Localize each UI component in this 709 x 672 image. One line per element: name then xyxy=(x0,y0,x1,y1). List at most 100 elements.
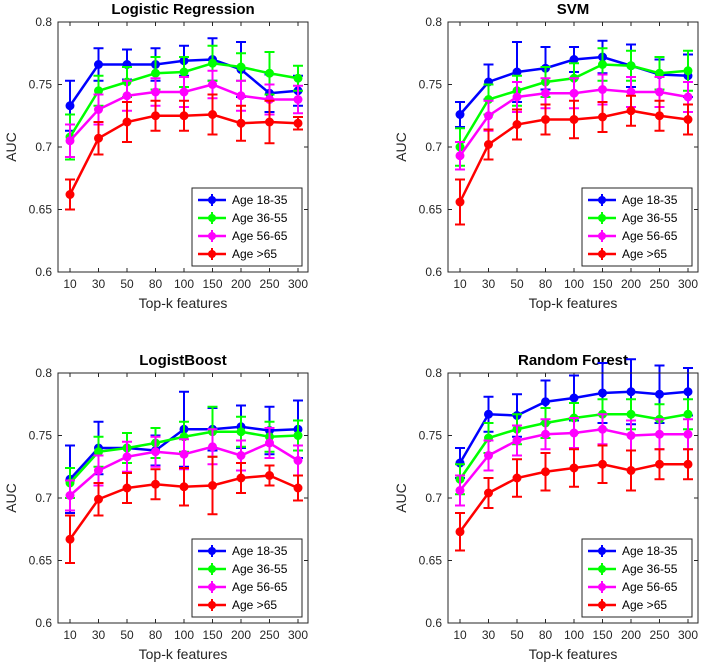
series-4 xyxy=(65,93,303,211)
y-tick-label: 0.65 xyxy=(29,554,53,568)
data-point xyxy=(151,447,160,457)
x-tick-label: 30 xyxy=(92,628,106,642)
data-point xyxy=(626,106,636,116)
legend-swatch-marker xyxy=(208,196,216,204)
data-point xyxy=(598,388,607,398)
data-point xyxy=(65,491,75,500)
axes-box xyxy=(447,21,699,273)
legend-entry: Age 18-35 xyxy=(232,544,288,558)
data-point xyxy=(683,429,693,439)
data-point xyxy=(655,111,664,121)
data-point xyxy=(65,101,75,111)
data-point xyxy=(122,483,132,493)
data-point xyxy=(236,473,246,483)
x-tick-label: 80 xyxy=(149,277,163,291)
data-point xyxy=(598,85,607,94)
data-point xyxy=(541,429,550,439)
data-point xyxy=(265,68,274,78)
legend: Age 18-35 Age 36-55 Age 56-65 Age >65 xyxy=(581,187,693,267)
x-tick-label: 150 xyxy=(202,277,222,291)
data-point xyxy=(122,117,132,127)
x-tick-label: 80 xyxy=(149,628,163,642)
x-tick-label: 50 xyxy=(120,277,134,291)
data-point xyxy=(626,431,636,440)
x-tick-label: 250 xyxy=(649,628,669,642)
chart-title: Logistic Regression xyxy=(111,1,254,18)
data-point xyxy=(293,118,303,128)
x-tick-label: 300 xyxy=(678,628,698,642)
x-tick-label: 150 xyxy=(202,628,222,642)
legend-swatch-marker xyxy=(208,250,216,258)
x-tick-label: 250 xyxy=(259,628,279,642)
chart-panel-1: Logistic Regression 0.6 0.65 0.7 0.75 0.8 10 30… xyxy=(3,1,309,311)
x-tick-label: 50 xyxy=(510,628,524,642)
y-tick-label: 0.65 xyxy=(419,554,443,568)
y-tick-label: 0.7 xyxy=(35,140,52,154)
series-3 xyxy=(455,73,693,171)
legend-swatch-marker xyxy=(598,250,606,258)
x-tick-label: 50 xyxy=(120,628,134,642)
legend-entry: Age 36-55 xyxy=(622,562,678,576)
data-point xyxy=(94,105,103,114)
data-point xyxy=(94,133,103,143)
data-point xyxy=(484,111,493,121)
legend-swatch-marker xyxy=(208,601,216,609)
axes-box xyxy=(57,372,309,624)
chart-title: SVM xyxy=(557,1,590,18)
legend: Age 18-35 Age 36-55 Age 56-65 Age >65 xyxy=(191,538,303,618)
legend-entry: Age 18-35 xyxy=(622,544,678,558)
y-tick-label: 0.75 xyxy=(419,78,443,92)
series-4 xyxy=(455,444,693,552)
y-axis-label: AUC xyxy=(393,483,409,513)
data-point xyxy=(626,409,636,419)
data-point xyxy=(455,527,465,537)
x-tick-label: 30 xyxy=(92,277,106,291)
data-point xyxy=(655,389,664,399)
chart-panel-2: SVM 0.6 0.65 0.7 0.75 0.8 10 30 50 80 100 150 200 250… xyxy=(393,1,699,311)
series-3 xyxy=(65,427,303,512)
data-point xyxy=(293,483,303,493)
legend-swatch-marker xyxy=(208,232,216,240)
x-tick-label: 100 xyxy=(174,277,194,291)
legend-swatch-marker xyxy=(598,547,606,555)
x-tick-label: 30 xyxy=(482,628,496,642)
legend-swatch-marker xyxy=(598,583,606,591)
data-point xyxy=(541,88,550,98)
data-point xyxy=(484,451,493,460)
x-axis-label: Top-k features xyxy=(139,646,228,662)
x-tick-label: 250 xyxy=(649,277,669,291)
y-tick-label: 0.6 xyxy=(35,616,52,630)
data-point xyxy=(683,92,693,102)
data-point xyxy=(484,488,493,498)
data-point xyxy=(455,151,465,161)
x-tick-label: 150 xyxy=(592,628,612,642)
x-tick-label: 30 xyxy=(482,277,496,291)
y-tick-label: 0.6 xyxy=(425,616,442,630)
legend-entry: Age 56-65 xyxy=(622,580,678,594)
y-tick-label: 0.8 xyxy=(425,15,442,29)
x-tick-label: 250 xyxy=(259,277,279,291)
legend-entry: Age >65 xyxy=(232,247,277,261)
x-tick-label: 80 xyxy=(539,628,553,642)
data-point xyxy=(512,436,522,445)
data-point xyxy=(151,68,160,78)
legend: Age 18-35 Age 36-55 Age 56-65 Age >65 xyxy=(581,538,693,618)
data-point xyxy=(598,424,607,434)
series-3 xyxy=(455,413,693,507)
legend-entry: Age 56-65 xyxy=(622,229,678,243)
data-point xyxy=(94,466,103,475)
data-point xyxy=(655,87,664,97)
data-point xyxy=(655,459,664,469)
data-point xyxy=(455,110,465,119)
data-point xyxy=(626,466,636,475)
data-point xyxy=(236,118,246,128)
x-tick-label: 100 xyxy=(174,628,194,642)
y-tick-label: 0.8 xyxy=(35,15,52,29)
data-point xyxy=(236,91,246,101)
y-tick-label: 0.7 xyxy=(425,140,442,154)
legend-swatch-marker xyxy=(208,214,216,222)
data-point xyxy=(569,88,579,98)
data-point xyxy=(151,111,160,121)
legend-entry: Age 18-35 xyxy=(622,193,678,207)
y-tick-label: 0.75 xyxy=(419,429,443,443)
